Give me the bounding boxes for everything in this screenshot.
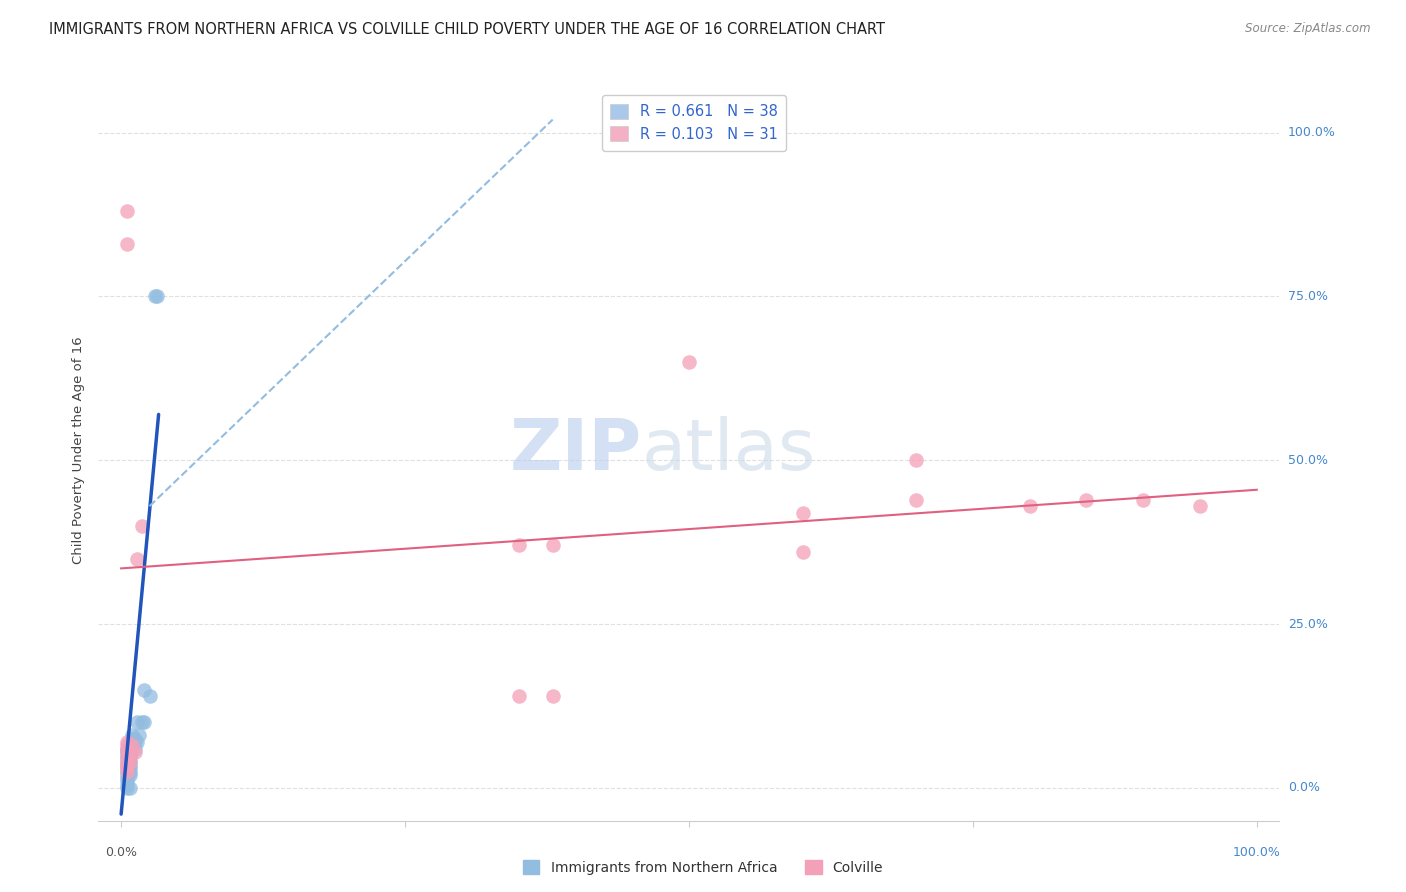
Point xyxy=(125,735,148,749)
Point xyxy=(120,755,142,769)
Point xyxy=(120,780,142,795)
Point xyxy=(508,689,530,703)
Point xyxy=(1018,499,1040,513)
Point xyxy=(115,741,138,756)
Point xyxy=(132,682,155,697)
Point xyxy=(143,289,166,303)
Point xyxy=(678,355,700,369)
Point xyxy=(132,715,155,730)
Text: 100.0%: 100.0% xyxy=(1288,126,1336,139)
Point xyxy=(121,731,143,746)
Point xyxy=(115,761,138,775)
Point xyxy=(120,761,142,775)
Text: 0.0%: 0.0% xyxy=(1288,781,1320,795)
Point xyxy=(115,758,138,772)
Point xyxy=(115,778,138,792)
Point xyxy=(138,689,160,703)
Point xyxy=(115,751,138,765)
Point xyxy=(120,741,142,756)
Point xyxy=(115,771,138,785)
Point xyxy=(115,739,138,753)
Text: Source: ZipAtlas.com: Source: ZipAtlas.com xyxy=(1246,22,1371,36)
Point xyxy=(115,758,138,772)
Point xyxy=(121,739,143,753)
Point xyxy=(120,748,142,763)
Point xyxy=(115,237,138,252)
Point xyxy=(120,768,142,782)
Point xyxy=(120,739,142,753)
Point xyxy=(124,731,146,746)
Text: IMMIGRANTS FROM NORTHERN AFRICA VS COLVILLE CHILD POVERTY UNDER THE AGE OF 16 CO: IMMIGRANTS FROM NORTHERN AFRICA VS COLVI… xyxy=(49,22,886,37)
Point xyxy=(120,745,142,759)
Point xyxy=(115,755,138,769)
Point xyxy=(125,715,148,730)
Point xyxy=(121,729,143,743)
Point xyxy=(1076,492,1098,507)
Point xyxy=(124,735,146,749)
Point xyxy=(115,741,138,756)
Point xyxy=(905,453,928,467)
Point xyxy=(120,745,142,759)
Point xyxy=(120,748,142,763)
Legend: R = 0.661   N = 38, R = 0.103   N = 31: R = 0.661 N = 38, R = 0.103 N = 31 xyxy=(602,95,786,151)
Text: 50.0%: 50.0% xyxy=(1288,454,1327,467)
Point xyxy=(124,741,146,756)
Point xyxy=(115,204,138,219)
Point xyxy=(115,764,138,779)
Text: 25.0%: 25.0% xyxy=(1288,617,1327,631)
Y-axis label: Child Poverty Under the Age of 16: Child Poverty Under the Age of 16 xyxy=(72,336,86,565)
Point xyxy=(146,289,169,303)
Point xyxy=(508,539,530,553)
Text: ZIP: ZIP xyxy=(509,416,641,485)
Point xyxy=(115,768,138,782)
Point xyxy=(115,761,138,775)
Point xyxy=(1132,492,1154,507)
Point xyxy=(541,539,564,553)
Point xyxy=(120,758,142,772)
Point xyxy=(115,745,138,759)
Point xyxy=(792,506,814,520)
Point xyxy=(115,764,138,779)
Point xyxy=(115,735,138,749)
Point xyxy=(115,780,138,795)
Point xyxy=(115,774,138,789)
Text: 100.0%: 100.0% xyxy=(1233,846,1281,859)
Point xyxy=(115,745,138,759)
Point xyxy=(115,751,138,765)
Point xyxy=(128,729,150,743)
Text: atlas: atlas xyxy=(641,416,815,485)
Text: 75.0%: 75.0% xyxy=(1288,290,1327,303)
Point xyxy=(792,545,814,559)
Point xyxy=(124,745,146,759)
Point xyxy=(131,518,153,533)
Point xyxy=(131,715,153,730)
Point xyxy=(115,748,138,763)
Point xyxy=(125,551,148,566)
Point xyxy=(120,764,142,779)
Point xyxy=(541,689,564,703)
Point xyxy=(905,492,928,507)
Legend: Immigrants from Northern Africa, Colville: Immigrants from Northern Africa, Colvill… xyxy=(517,855,889,880)
Point xyxy=(115,755,138,769)
Point xyxy=(120,751,142,765)
Point xyxy=(120,755,142,769)
Text: 0.0%: 0.0% xyxy=(105,846,138,859)
Point xyxy=(1188,499,1211,513)
